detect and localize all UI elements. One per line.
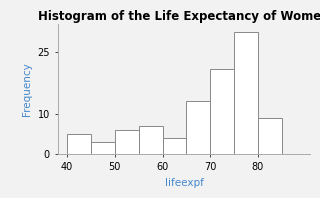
Bar (163, 138, 186, 154)
Bar (115, 130, 139, 154)
Bar (186, 101, 210, 154)
Bar (91, 142, 115, 154)
Y-axis label: Frequency: Frequency (22, 62, 32, 116)
Bar (67, 134, 91, 154)
Title: Histogram of the Life Expectancy of Women: Histogram of the Life Expectancy of Wome… (38, 10, 320, 23)
Bar (234, 32, 258, 154)
Bar (139, 126, 163, 154)
X-axis label: lifeexpf: lifeexpf (164, 178, 204, 188)
Bar (258, 118, 282, 154)
Bar (210, 69, 234, 154)
